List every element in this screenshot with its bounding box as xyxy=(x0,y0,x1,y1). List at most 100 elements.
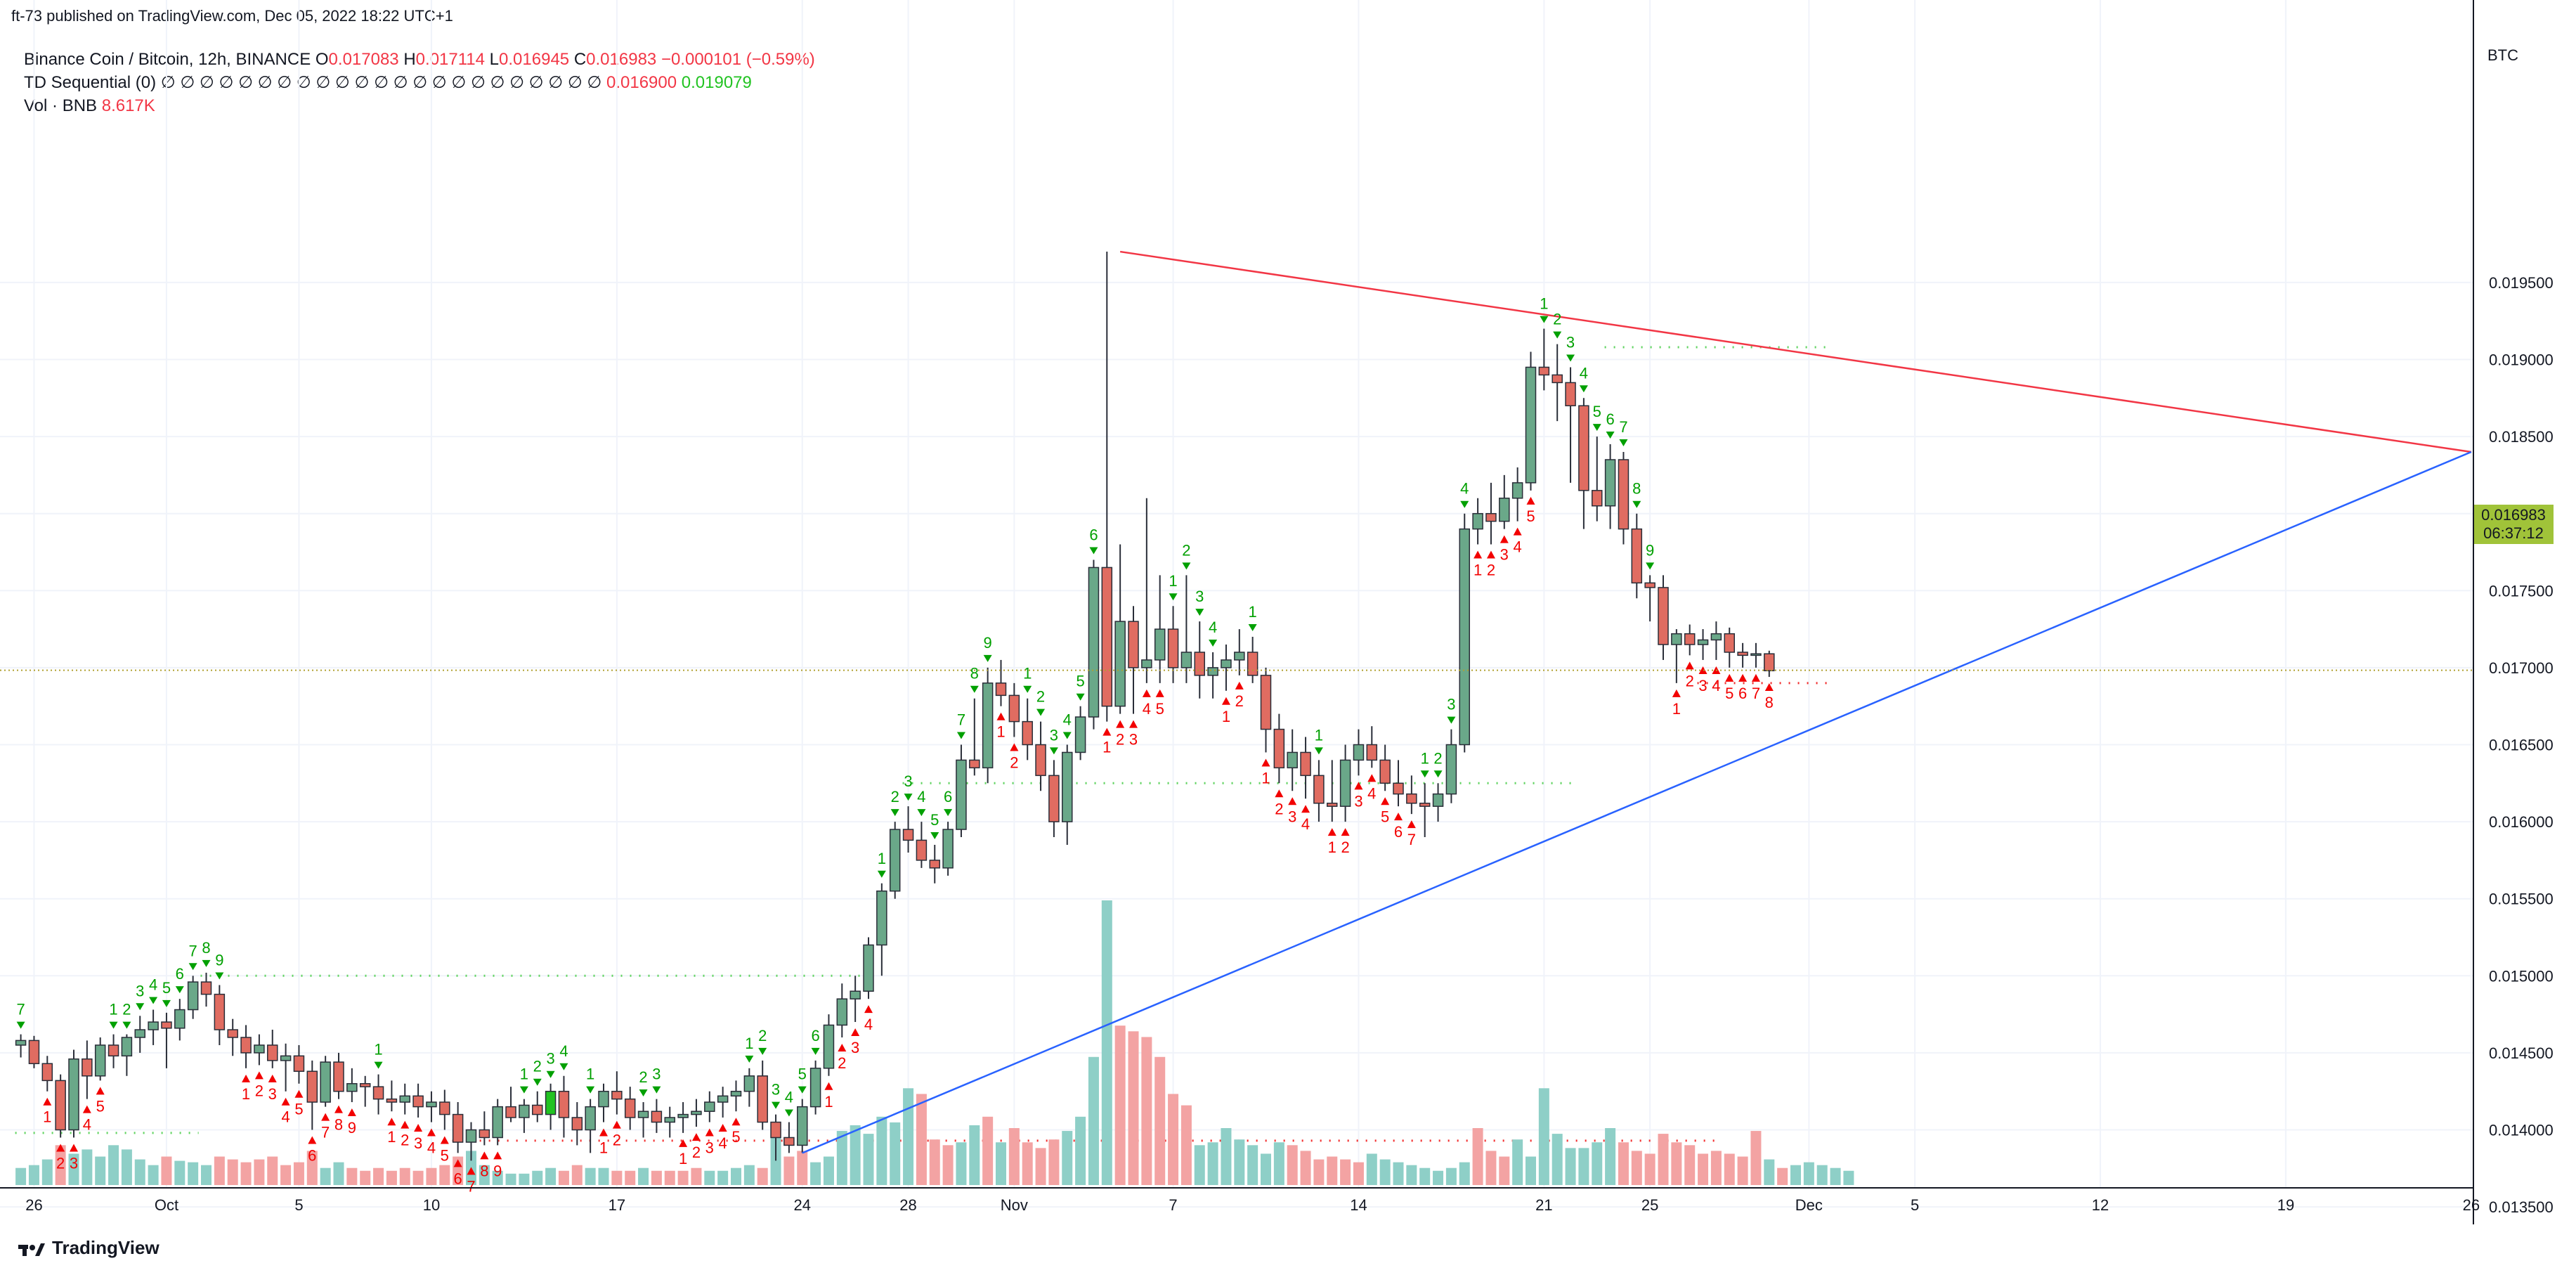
td-count-label: 1 xyxy=(1169,572,1177,590)
volume-bar xyxy=(757,1167,768,1185)
td-buy-arrow xyxy=(1195,609,1204,616)
candle-body xyxy=(479,1129,490,1139)
td-sell-arrow xyxy=(691,1133,701,1141)
td-sell-arrow xyxy=(1367,774,1377,782)
volume-bar xyxy=(571,1165,583,1185)
volume-bar xyxy=(625,1170,636,1185)
td-buy-arrow xyxy=(1646,562,1655,570)
volume-bar xyxy=(479,1165,490,1185)
legend-volume-name[interactable]: Vol · BNB xyxy=(24,96,98,115)
volume-bar xyxy=(1499,1156,1510,1185)
time-tick-label: 26 xyxy=(25,1196,42,1214)
candle-body xyxy=(757,1075,768,1123)
legend-open-value: 0.017083 xyxy=(328,50,399,69)
td-buy-arrow xyxy=(1566,354,1575,362)
volume-bar xyxy=(1843,1170,1854,1185)
td-count-label: 4 xyxy=(864,1016,873,1033)
volume-bar xyxy=(1750,1131,1762,1185)
volume-bar xyxy=(1538,1088,1549,1185)
td-buy-arrow xyxy=(559,1063,568,1070)
candle-body xyxy=(823,1024,835,1069)
td-count-label: 2 xyxy=(1686,672,1694,690)
candle-body xyxy=(1167,628,1179,668)
volume-bar xyxy=(68,1153,79,1185)
candle-body xyxy=(439,1101,450,1115)
candle-body xyxy=(982,682,994,769)
td-count-label: 2 xyxy=(1182,541,1190,559)
time-tick-label: Dec xyxy=(1795,1196,1823,1214)
candle-body xyxy=(797,1106,808,1146)
volume-bar xyxy=(836,1131,847,1185)
volume-bar xyxy=(1459,1162,1470,1185)
volume-bar xyxy=(492,1170,503,1185)
volume-bar xyxy=(823,1156,834,1185)
td-buy-arrow xyxy=(1619,439,1628,447)
trendlines[interactable] xyxy=(802,250,2472,1154)
volume-bar xyxy=(1194,1145,1205,1185)
price-axis[interactable]: 0.0130000.0135000.0140000.0145000.015000… xyxy=(2489,274,2554,1275)
legend-high-value: 0.017114 xyxy=(415,50,485,69)
price-tick-label: 0.014000 xyxy=(2489,1122,2554,1139)
td-sell-arrow xyxy=(851,1028,860,1037)
td-count-label: 7 xyxy=(321,1124,330,1141)
td-count-label: 4 xyxy=(719,1134,727,1152)
tradingview-logo[interactable]: TradingView xyxy=(18,1237,160,1259)
td-buy-arrow xyxy=(1248,624,1257,632)
td-sell-arrow xyxy=(679,1139,688,1147)
td-sell-arrow xyxy=(281,1097,290,1106)
td-buy-arrow xyxy=(784,1109,793,1117)
candle-body xyxy=(809,1068,821,1108)
td-buy-arrow xyxy=(639,1089,648,1097)
volume-bar xyxy=(1803,1162,1814,1185)
td-count-label: 5 xyxy=(1381,808,1389,825)
volume-bar xyxy=(1433,1170,1444,1185)
time-tick-label: 25 xyxy=(1641,1196,1658,1214)
volume-bar xyxy=(1022,1142,1033,1185)
volume-bar xyxy=(386,1170,397,1185)
td-count-label: 1 xyxy=(1328,839,1336,856)
volume-bar xyxy=(55,1145,66,1185)
candle-body xyxy=(1406,793,1417,804)
td-sell-arrow xyxy=(838,1043,847,1051)
td-count-label: 8 xyxy=(1765,694,1774,711)
volume-bar xyxy=(1485,1151,1497,1185)
volume-bar xyxy=(1565,1148,1576,1185)
td-count-label: 7 xyxy=(1752,685,1760,702)
candle-body xyxy=(1022,720,1033,746)
td-count-label: 1 xyxy=(599,1139,608,1157)
volume-bar xyxy=(306,1151,318,1185)
candle-body xyxy=(1379,759,1391,784)
volume-bar xyxy=(545,1167,557,1185)
td-sell-arrow xyxy=(705,1128,714,1137)
candle-body xyxy=(1194,652,1205,676)
candle-body xyxy=(1737,652,1748,656)
td-count-label: 2 xyxy=(1433,749,1442,767)
td-count-label: 2 xyxy=(1487,562,1495,579)
candle-body xyxy=(121,1037,133,1057)
volume-bar xyxy=(731,1167,741,1185)
td-buy-arrow xyxy=(1540,316,1549,323)
tradingview-logo-icon xyxy=(18,1241,45,1256)
candle-body xyxy=(68,1058,79,1131)
legend-td-name[interactable]: TD Sequential (0) xyxy=(24,73,157,92)
td-buy-arrow xyxy=(758,1047,767,1055)
volume-bar xyxy=(942,1145,954,1185)
volume-bar xyxy=(1472,1128,1483,1185)
legend-symbol[interactable]: Binance Coin / Bitcoin, 12h, BINANCE xyxy=(24,50,311,69)
td-count-label: 3 xyxy=(70,1154,78,1172)
candle-body xyxy=(1764,653,1775,672)
td-count-label: 7 xyxy=(16,1001,25,1018)
td-sell-arrow xyxy=(1381,797,1390,805)
td-count-label: 5 xyxy=(96,1097,105,1115)
candle-body xyxy=(1538,366,1550,376)
time-axis[interactable]: 26 Oct 5 10 17 24 28 Nov 7 14 21 25 Dec 5 12 19 26 xyxy=(25,1196,2480,1214)
volume-bar xyxy=(850,1125,861,1185)
chart-legend: Binance Coin / Bitcoin, 12h, BINANCE O0.… xyxy=(24,48,815,117)
volume-bar xyxy=(598,1167,609,1185)
candle-body xyxy=(969,759,980,769)
td-count-label: 1 xyxy=(1474,562,1482,579)
volume-bar xyxy=(1419,1167,1431,1185)
candle-body xyxy=(426,1101,437,1108)
td-sell-arrow xyxy=(254,1071,264,1080)
